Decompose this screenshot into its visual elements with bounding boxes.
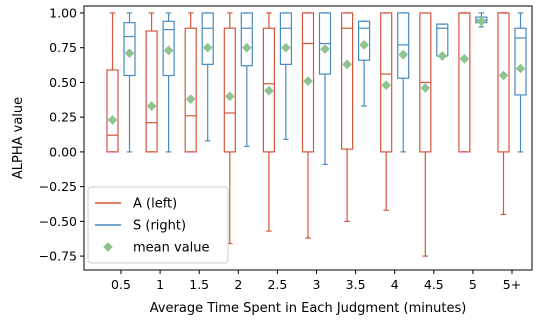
- x-tick-label: 2.5: [267, 277, 287, 292]
- mean-marker-a: [107, 114, 118, 125]
- mean-marker-a: [342, 59, 353, 70]
- box-s: [318, 12, 332, 165]
- mean-marker-s: [202, 42, 213, 53]
- x-tick-label: 0.5: [111, 277, 131, 292]
- mean-marker-s: [437, 51, 448, 61]
- y-tick-label: 1.00: [49, 5, 77, 20]
- legend-label: S (right): [133, 219, 186, 234]
- box-s: [240, 12, 253, 147]
- y-axis-label: ALPHA value: [11, 97, 26, 179]
- box-a: [184, 12, 197, 153]
- y-tick-label: −0.75: [39, 249, 77, 264]
- y-tick-label: 0.25: [49, 110, 77, 125]
- box-s: [162, 12, 175, 153]
- box-s: [123, 12, 136, 153]
- box-a: [106, 12, 119, 153]
- iqr-box-a: [497, 12, 510, 153]
- iqr-box-a: [380, 12, 393, 153]
- mean-marker-s: [398, 49, 409, 60]
- iqr-box-a: [145, 30, 158, 153]
- legend: A (left) S (right) mean value: [87, 186, 229, 264]
- iqr-box-s: [397, 12, 410, 79]
- mean-marker-s: [280, 42, 291, 53]
- x-tick-label: 2: [234, 277, 242, 292]
- legend-label: A (left): [133, 197, 177, 212]
- mean-marker-a: [381, 80, 392, 91]
- iqr-box-s: [358, 20, 371, 61]
- x-tick-label: 1: [156, 277, 164, 292]
- mean-marker-s: [515, 63, 526, 74]
- box-a: [497, 12, 510, 216]
- mean-marker-s: [320, 44, 330, 55]
- iqr-box-a: [458, 12, 471, 153]
- x-tick-label: 4.5: [424, 277, 444, 292]
- box-s: [514, 12, 527, 153]
- plot-marks: [106, 12, 527, 257]
- y-tick-label: −0.50: [39, 214, 77, 229]
- iqr-box-s: [240, 12, 253, 67]
- box-a: [145, 12, 158, 153]
- iqr-box-s: [162, 20, 175, 77]
- iqr-box-a: [301, 12, 315, 153]
- y-tick-label: 0.75: [49, 40, 77, 55]
- box-a: [301, 12, 315, 239]
- mean-marker-s: [476, 16, 487, 27]
- y-axis: 1.00 0.75 0.50 0.25 0.00 −0.25 −0.50 −0.75: [39, 5, 84, 264]
- plot-frame: [83, 5, 533, 271]
- mean-marker-s: [163, 45, 174, 56]
- box-s: [358, 20, 371, 107]
- box-a: [458, 12, 471, 153]
- box-s: [279, 12, 292, 140]
- iqr-box-s: [201, 12, 214, 65]
- x-tick-label: 4: [391, 277, 399, 292]
- y-tick-label: 0.00: [49, 144, 77, 159]
- x-tick-label: 5: [469, 277, 477, 292]
- x-axis: 0.5 1 1.5 2 2.5 3 3.5 4 4.5 5 5+: [111, 270, 521, 292]
- y-tick-label: −0.25: [39, 179, 77, 194]
- mean-marker-a: [224, 91, 235, 102]
- box-a: [419, 12, 432, 257]
- iqr-box-s: [279, 12, 292, 65]
- iqr-box-a: [341, 12, 354, 150]
- x-tick-label: 3.5: [346, 277, 366, 292]
- mean-marker-a: [146, 101, 157, 111]
- x-tick-label: 1.5: [189, 277, 209, 292]
- legend-swatch-mean: [103, 242, 113, 252]
- mean-marker-a: [420, 83, 431, 93]
- box-a: [380, 12, 393, 211]
- x-tick-label: 5+: [503, 277, 521, 292]
- box-s: [397, 12, 410, 153]
- x-axis-label: Average Time Spent in Each Judgment (min…: [150, 301, 467, 316]
- iqr-box-a: [262, 27, 275, 153]
- legend-box: [87, 186, 229, 264]
- iqr-box-s: [123, 22, 136, 77]
- mean-marker-a: [185, 94, 196, 105]
- box-a: [262, 12, 275, 232]
- mean-marker-s: [241, 42, 252, 53]
- x-tick-label: 3: [313, 277, 321, 292]
- box-a: [341, 12, 354, 222]
- mean-marker-s: [124, 48, 135, 59]
- y-tick-label: 0.50: [49, 75, 77, 90]
- mean-marker-a: [303, 76, 313, 86]
- iqr-box-s: [514, 27, 527, 96]
- box-s: [201, 12, 214, 142]
- iqr-box-a: [223, 27, 236, 153]
- mean-marker-a: [459, 53, 470, 64]
- mean-marker-a: [498, 70, 509, 81]
- box-a: [223, 12, 236, 245]
- legend-label: mean value: [133, 241, 210, 256]
- mean-marker-a: [263, 85, 274, 96]
- iqr-box-a: [184, 27, 197, 153]
- iqr-box-a: [106, 69, 119, 153]
- mean-marker-s: [359, 39, 370, 50]
